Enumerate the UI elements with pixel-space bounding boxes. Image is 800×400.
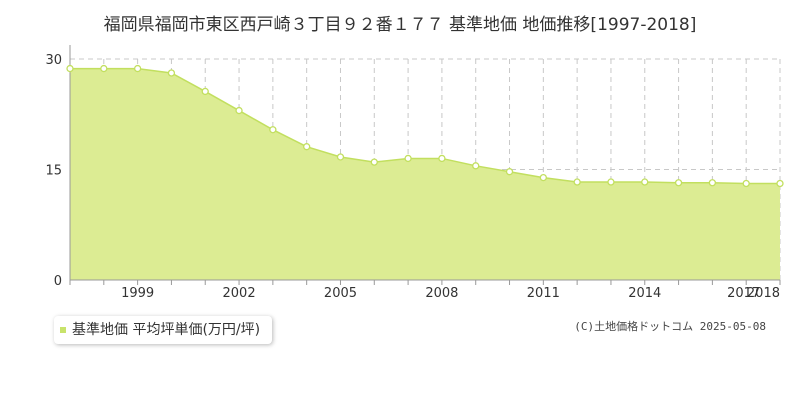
x-tick-label: 1999: [121, 286, 154, 301]
data-point: [167, 69, 176, 77]
data-point: [303, 143, 311, 151]
area-layer: [70, 67, 780, 281]
data-point: [641, 178, 649, 186]
x-tick-label: 2011: [527, 286, 560, 301]
data-point: [776, 179, 784, 188]
data-point: [404, 154, 412, 163]
legend-label: 基準地価 平均坪単価(万円/坪): [72, 322, 261, 338]
data-point: [742, 179, 750, 188]
point-layer: [66, 64, 784, 188]
x-tick-label: 2002: [223, 286, 256, 301]
y-tick-label: 30: [45, 53, 62, 68]
data-point: [472, 162, 480, 170]
data-point: [370, 158, 378, 166]
data-point: [269, 126, 277, 134]
data-point: [66, 64, 74, 73]
data-point: [201, 87, 209, 96]
data-point: [235, 106, 243, 115]
series-line: [70, 67, 780, 185]
data-point: [100, 64, 108, 73]
data-point: [133, 64, 142, 73]
axis-layer: [69, 45, 781, 285]
x-tick-label: 2008: [425, 286, 458, 301]
x-tick-label: 2017: [727, 286, 760, 301]
data-point: [708, 179, 717, 187]
data-point: [336, 153, 345, 161]
data-point: [539, 173, 547, 182]
legend-swatch: [60, 327, 66, 333]
data-point: [505, 168, 514, 176]
legend: 基準地価 平均坪単価(万円/坪): [54, 316, 273, 344]
y-tick-label: 0: [54, 274, 62, 289]
x-tick-label: 2014: [628, 286, 661, 301]
data-point: [674, 179, 683, 187]
x-tick-label: 2018: [747, 286, 780, 301]
x-tick-label: 2005: [324, 286, 357, 301]
y-tick-label: 15: [45, 164, 62, 179]
data-point: [438, 154, 446, 163]
series-area: [70, 68, 780, 281]
credit-text: (C)土地価格ドットコム 2025-05-08: [574, 320, 766, 333]
data-point: [607, 178, 615, 186]
data-point: [573, 178, 581, 186]
chart-title: 福岡県福岡市東区西戸崎３丁目９２番１７７ 基準地価 地価推移[1997-2018…: [103, 15, 697, 35]
